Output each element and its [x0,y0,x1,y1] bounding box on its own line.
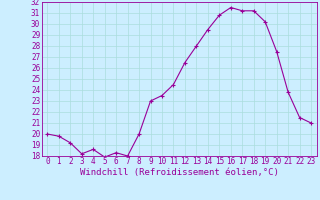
X-axis label: Windchill (Refroidissement éolien,°C): Windchill (Refroidissement éolien,°C) [80,168,279,177]
